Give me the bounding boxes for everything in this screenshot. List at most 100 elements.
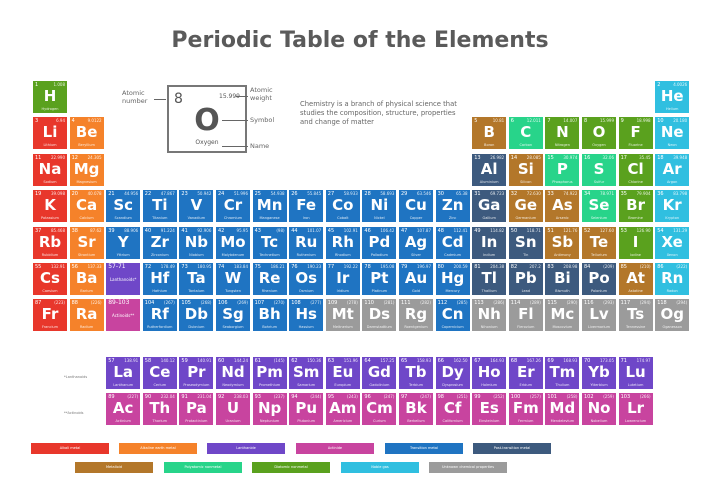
element-ga[interactable]: 31 69.723 Ga Gallium xyxy=(472,190,507,223)
element-s[interactable]: 16 32.06 S Sulfur xyxy=(582,153,616,186)
element-ru[interactable]: 44 101.07 Ru Ruthenium xyxy=(289,226,324,259)
element-sn[interactable]: 50 118.71 Sn Tin xyxy=(508,226,543,259)
element-cm[interactable]: 96 (247) Cm Curium xyxy=(362,393,397,425)
element-mc[interactable]: 115 (290) Mc Moscovium xyxy=(545,299,580,332)
element-w[interactable]: 74 183.84 W Tungsten xyxy=(216,263,250,295)
element-tc[interactable]: 43 (98) Tc Technetium xyxy=(252,226,287,259)
element-pd[interactable]: 46 106.42 Pd Palladium xyxy=(362,226,397,259)
element-au[interactable]: 79 196.97 Au Gold xyxy=(399,263,433,295)
element-ca[interactable]: 20 40.078 Ca Calcium xyxy=(69,190,104,223)
element-cn[interactable]: 112 (285) Cn Copernicium xyxy=(435,299,470,332)
element-ne[interactable]: 10 20.180 Ne Neon xyxy=(655,117,690,150)
element-ta[interactable]: 73 180.95 Ta Tantalum xyxy=(179,263,214,295)
element-v[interactable]: 23 50.942 V Vanadium xyxy=(179,190,214,223)
element-mo[interactable]: 42 95.95 Mo Molybdenum xyxy=(216,226,250,259)
element-zn[interactable]: 30 65.38 Zn Zinc xyxy=(435,190,470,223)
element-rg[interactable]: 111 (282) Rg Roentgenium xyxy=(399,299,433,332)
element-ce[interactable]: 58 140.12 Ce Cerium xyxy=(142,357,177,389)
element-fm[interactable]: 100 (257) Fm Fermium xyxy=(508,393,543,425)
element-h[interactable]: 1 1.008 H Hydrogen xyxy=(33,81,67,113)
element-yb[interactable]: 70 173.05 Yb Ytterbium xyxy=(582,357,616,389)
element-co[interactable]: 27 58.933 Co Cobalt xyxy=(325,190,360,223)
element-mt[interactable]: 109 (278) Mt Meitnerium xyxy=(325,299,360,332)
element-in[interactable]: 49 114.82 In Indium xyxy=(472,226,507,259)
element-zr[interactable]: 40 91.224 Zr Zirconium xyxy=(142,226,177,259)
element-tb[interactable]: 65 158.93 Tb Terbium xyxy=(399,357,433,389)
element-p[interactable]: 15 30.974 P Phosphorus xyxy=(545,153,580,186)
element-cl[interactable]: 17 35.45 Cl Chlorine xyxy=(618,153,653,186)
element-ge[interactable]: 32 72.630 Ge Germanium xyxy=(508,190,543,223)
element-br[interactable]: 35 79.904 Br Bromine xyxy=(618,190,653,223)
element-be[interactable]: 4 9.0122 Be Beryllium xyxy=(69,117,104,150)
element-kr[interactable]: 36 83.798 Kr Krypton xyxy=(655,190,690,223)
element-lv[interactable]: 116 (293) Lv Livermorium xyxy=(582,299,616,332)
element-th[interactable]: 90 232.04 Th Thorium xyxy=(142,393,177,425)
element-c[interactable]: 6 12.011 C Carbon xyxy=(508,117,543,150)
element-u[interactable]: 92 238.03 U Uranium xyxy=(216,393,250,425)
element-sr[interactable]: 38 87.62 Sr Strontium xyxy=(69,226,104,259)
element-ti[interactable]: 22 47.867 Ti Titanium xyxy=(142,190,177,223)
element-rh[interactable]: 45 102.91 Rh Rhodium xyxy=(325,226,360,259)
element-hg[interactable]: 80 200.59 Hg Mercury xyxy=(435,263,470,295)
element-ho[interactable]: 67 164.93 Ho Holmium xyxy=(472,357,507,389)
element-he[interactable]: 2 4.0026 He Helium xyxy=(655,81,690,113)
element-fl[interactable]: 114 (289) Fl Flerovium xyxy=(508,299,543,332)
element-am[interactable]: 95 (243) Am Americium xyxy=(325,393,360,425)
element-tm[interactable]: 69 168.93 Tm Thulium xyxy=(545,357,580,389)
element-sc[interactable]: 21 44.956 Sc Scandium xyxy=(106,190,141,223)
element-er[interactable]: 68 167.26 Er Erbium xyxy=(508,357,543,389)
element-rb[interactable]: 37 85.468 Rb Rubidium xyxy=(33,226,67,259)
element-bi[interactable]: 83 208.98 Bi Bismuth xyxy=(545,263,580,295)
element-cr[interactable]: 24 51.996 Cr Chromium xyxy=(216,190,250,223)
element-es[interactable]: 99 (252) Es Einsteinium xyxy=(472,393,507,425)
element-eu[interactable]: 63 151.96 Eu Europium xyxy=(325,357,360,389)
element-pu[interactable]: 94 (244) Pu Plutonium xyxy=(289,393,324,425)
element-og[interactable]: 118 (294) Og Oganesson xyxy=(655,299,690,332)
element-y[interactable]: 39 88.906 Y Yttrium xyxy=(106,226,141,259)
element-ac[interactable]: 89 (227) Ac Actinium xyxy=(106,393,141,425)
element-dy[interactable]: 66 162.50 Dy Dysprosium xyxy=(435,357,470,389)
element-pm[interactable]: 61 (145) Pm Promethium xyxy=(252,357,287,389)
element-i[interactable]: 53 126.90 I Iodine xyxy=(618,226,653,259)
element-pt[interactable]: 78 195.08 Pt Platinum xyxy=(362,263,397,295)
element-hs[interactable]: 108 (277) Hs Hassium xyxy=(289,299,324,332)
element-gd[interactable]: 64 157.25 Gd Gadolinium xyxy=(362,357,397,389)
element-rf[interactable]: 104 (267) Rf Rutherfordium xyxy=(142,299,177,332)
element-pr[interactable]: 59 140.91 Pr Praseodymium xyxy=(179,357,214,389)
element-as[interactable]: 33 74.922 As Arsenic xyxy=(545,190,580,223)
element-cs[interactable]: 55 132.91 Cs Caesium xyxy=(33,263,67,295)
element-se[interactable]: 34 78.971 Se Selenium xyxy=(582,190,616,223)
element-al[interactable]: 13 26.982 Al Aluminium xyxy=(472,153,507,186)
element-bh[interactable]: 107 (270) Bh Bohrium xyxy=(252,299,287,332)
element-bk[interactable]: 97 (247) Bk Berkelium xyxy=(399,393,433,425)
element-np[interactable]: 93 (237) Np Neptunium xyxy=(252,393,287,425)
element-cu[interactable]: 29 63.546 Cu Copper xyxy=(399,190,433,223)
element-no[interactable]: 102 (259) No Nobelium xyxy=(582,393,616,425)
element-fe[interactable]: 26 55.845 Fe Iron xyxy=(289,190,324,223)
element-ra[interactable]: 88 (226) Ra Radium xyxy=(69,299,104,332)
element-pa[interactable]: 91 231.04 Pa Protactinium xyxy=(179,393,214,425)
element-li[interactable]: 3 6.94 Li Lithium xyxy=(33,117,67,150)
element-ag[interactable]: 47 107.87 Ag Silver xyxy=(399,226,433,259)
element-si[interactable]: 14 28.085 Si Silicon xyxy=(508,153,543,186)
element-nh[interactable]: 113 (286) Nh Nihonium xyxy=(472,299,507,332)
element-f[interactable]: 9 18.998 F Fluorine xyxy=(618,117,653,150)
element-b[interactable]: 5 10.81 B Boron xyxy=(472,117,507,150)
element-sb[interactable]: 51 121.76 Sb Antimony xyxy=(545,226,580,259)
element-ir[interactable]: 77 192.22 Ir Iridium xyxy=(325,263,360,295)
element-o[interactable]: 8 15.999 O Oxygen xyxy=(582,117,616,150)
element-mn[interactable]: 25 54.938 Mn Manganese xyxy=(252,190,287,223)
element-mg[interactable]: 12 24.305 Mg Magnesium xyxy=(69,153,104,186)
element-te[interactable]: 52 127.60 Te Tellurium xyxy=(582,226,616,259)
element-md[interactable]: 101 (258) Md Mendelevium xyxy=(545,393,580,425)
element-at[interactable]: 85 (210) At Astatine xyxy=(618,263,653,295)
element-nb[interactable]: 41 92.906 Nb Niobium xyxy=(179,226,214,259)
element-sm[interactable]: 62 150.36 Sm Samarium xyxy=(289,357,324,389)
element-n[interactable]: 7 14.007 N Nitrogen xyxy=(545,117,580,150)
element-rn[interactable]: 86 (222) Rn Radon xyxy=(655,263,690,295)
element-lu[interactable]: 71 174.97 Lu Lutetium xyxy=(618,357,653,389)
element-db[interactable]: 105 (268) Db Dubnium xyxy=(179,299,214,332)
element-re[interactable]: 75 186.21 Re Rhenium xyxy=(252,263,287,295)
element-os[interactable]: 76 190.23 Os Osmium xyxy=(289,263,324,295)
element-cf[interactable]: 98 (251) Cf Californium xyxy=(435,393,470,425)
